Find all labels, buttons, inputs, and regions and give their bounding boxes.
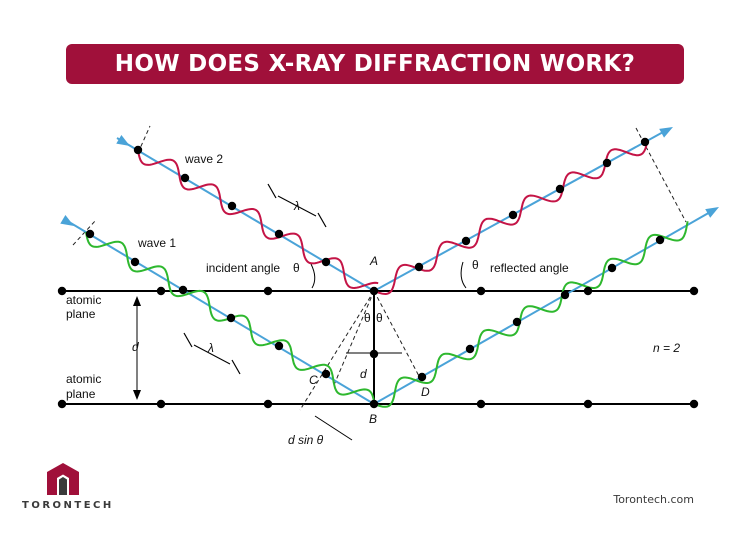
x-ray-beams [60, 127, 719, 408]
beam-wave2-in [116, 137, 375, 292]
atom-w2in-2 [227, 201, 237, 211]
wave-1-label: wave 1 [137, 236, 176, 250]
beam-wave1-out-arrow-icon [705, 207, 719, 218]
lambda-low-tick-left [183, 332, 193, 348]
atom-top-4 [583, 286, 593, 296]
atom-w1out-5 [655, 235, 665, 245]
atom-bottom-2 [263, 399, 273, 409]
atom-w2out-0 [414, 262, 424, 272]
torontech-logo-icon [47, 463, 79, 495]
wave-1-reflected-green [373, 221, 689, 408]
point-d-label: D [421, 385, 430, 399]
atom-w2out-3 [555, 184, 565, 194]
dsin-dash-left [299, 290, 375, 411]
atom-bottom-0 [57, 399, 67, 409]
atom-w1in-0 [85, 229, 95, 239]
atom-top-2 [369, 286, 379, 296]
lambda-low-tick-right [231, 359, 241, 375]
lambda-lower-arrow [193, 344, 231, 365]
atom-w1out-4 [607, 263, 617, 273]
order-n-label: n = 2 [653, 341, 680, 355]
point-a-label: A [369, 254, 378, 268]
wave-2-label: wave 2 [184, 152, 223, 166]
incident-theta-label: θ [293, 261, 300, 275]
atom-w2out-2 [508, 210, 518, 220]
lambda-tick-right [317, 212, 327, 228]
d-vertical-label: d [360, 367, 367, 381]
bottom-plane-label-line1: atomic [66, 372, 101, 386]
atom-w1out-3 [560, 290, 570, 300]
normal-dash-d [373, 290, 421, 379]
atom-w2in-3 [274, 229, 284, 239]
atom-bottom-4 [476, 399, 486, 409]
atom-w1out-1 [465, 344, 475, 354]
atom-w1in-5 [321, 369, 331, 379]
title-banner: HOW DOES X-RAY DIFFRACTION WORK? [66, 44, 684, 84]
atom-top-left [57, 286, 67, 296]
atom-w1in-4 [274, 341, 284, 351]
incident-angle-label: incident angle [206, 261, 280, 275]
atom-bottom-5 [583, 399, 593, 409]
lambda-upper-arrow [277, 195, 317, 217]
normal-dash-c [333, 290, 375, 386]
beam-wave2-out [373, 130, 666, 292]
d-sin-theta-label: d sin θ [288, 433, 324, 447]
top-plane-label-line1: atomic [66, 293, 101, 307]
point-b-label: B [369, 412, 377, 426]
d-arrow-down-head [133, 390, 141, 400]
bottom-plane-label-line2: plane [66, 387, 96, 401]
atomic-planes [62, 290, 696, 405]
website-link[interactable]: Torontech.com [613, 493, 694, 506]
atom-w2out-1 [461, 236, 471, 246]
atom-w2out-4 [602, 158, 612, 168]
beam-wave2-out-arrow-icon [659, 127, 673, 138]
beam-wave2-in-arrow-icon [116, 135, 130, 146]
atom-w1in-3 [226, 313, 236, 323]
atom-top-5 [689, 286, 699, 296]
atom-bottom-1 [156, 399, 166, 409]
beam-wave1-in-arrow-icon [60, 215, 74, 226]
beam-wave1-out [373, 210, 713, 405]
atom-top-0 [156, 286, 166, 296]
reflected-angle-label: reflected angle [490, 261, 569, 275]
point-c-label: C [309, 373, 318, 387]
brand-name: TORONTECH [22, 500, 114, 511]
lambda-upper-label: λ [293, 199, 300, 213]
d-spacing-label: d [132, 340, 139, 354]
d-arrow-up-head [133, 296, 141, 306]
atom-w1out-2 [512, 317, 522, 327]
atom-w2in-4 [321, 257, 331, 267]
atom-w1in-1 [130, 257, 140, 267]
top-plane-label-line2: plane [66, 307, 96, 321]
auxiliary-lines [72, 125, 687, 441]
atom-w2out-5 [640, 137, 650, 147]
incident-angle-arc [310, 263, 316, 289]
lambda-tick-left [267, 183, 277, 199]
theta-left-label: θ [364, 311, 371, 325]
atom-w1in-2 [178, 285, 188, 295]
atom-top-3 [476, 286, 486, 296]
lambda-lower-label: λ [207, 341, 214, 355]
atom-w1out-0 [417, 372, 427, 382]
reflected-theta-label: θ [472, 258, 479, 272]
atom-w2in-0 [133, 145, 143, 155]
atom-top-1 [263, 286, 273, 296]
reflected-angle-arc [460, 261, 467, 289]
atom-bottom-3 [369, 399, 379, 409]
dsin-arrow [314, 415, 353, 441]
page-title: HOW DOES X-RAY DIFFRACTION WORK? [114, 51, 636, 77]
wave-2-incident-red [137, 149, 379, 290]
atom-w2in-1 [180, 173, 190, 183]
wavefront-dash-left [72, 219, 97, 246]
atom-bottom-6 [689, 399, 699, 409]
theta-right-label: θ [376, 311, 383, 325]
atoms [57, 137, 699, 409]
wavefront-dash-top [137, 125, 151, 154]
atom-mid-vertical [369, 349, 379, 359]
